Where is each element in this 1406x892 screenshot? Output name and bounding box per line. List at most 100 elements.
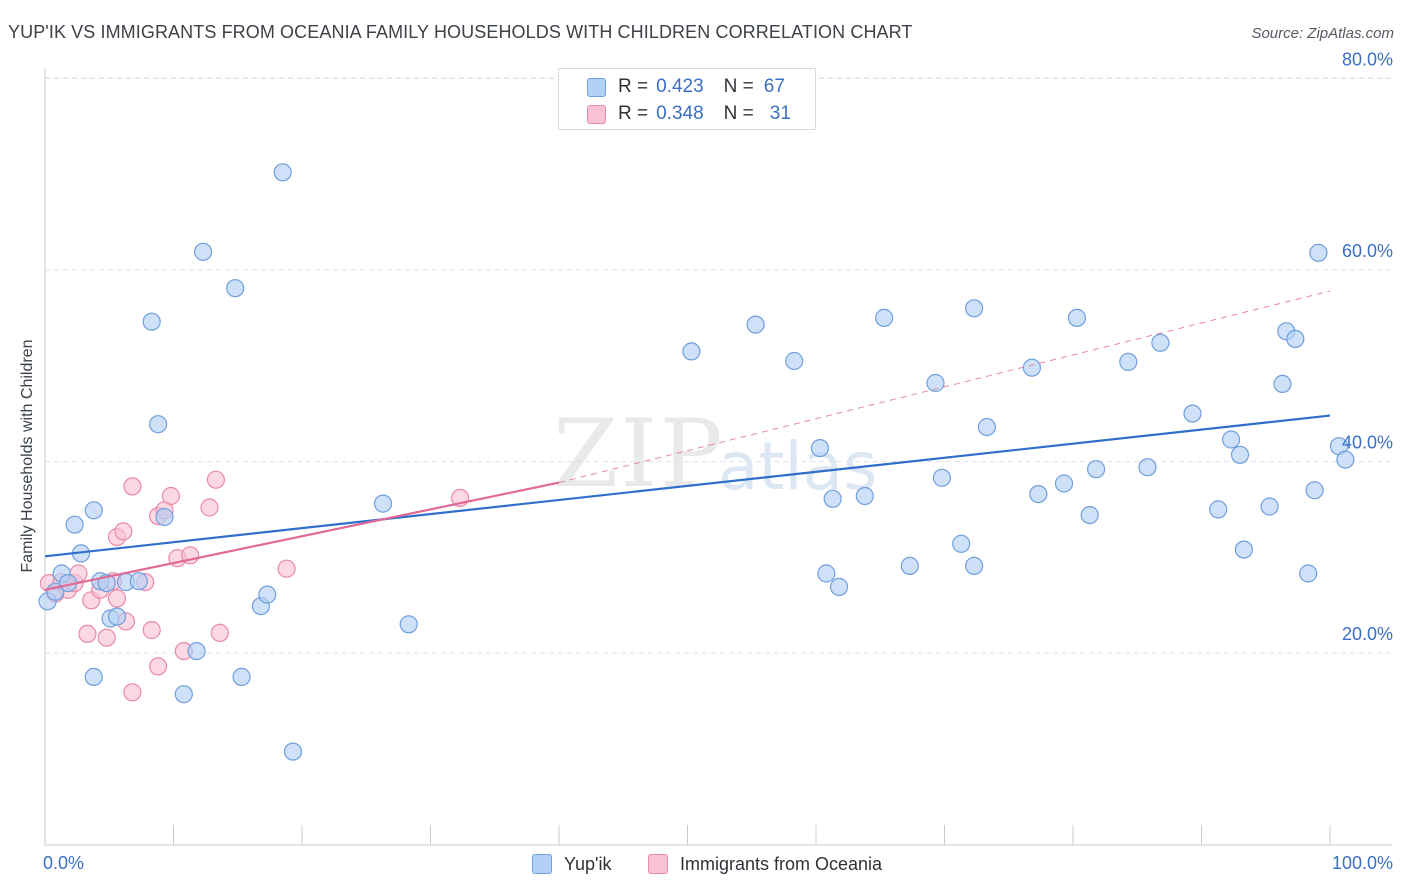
yupik-point bbox=[1230, 445, 1250, 464]
bottom-legend-label-yupik: Yup'ik bbox=[564, 853, 612, 874]
oceania-point bbox=[123, 683, 142, 702]
yupik-point bbox=[1286, 329, 1305, 348]
y-axis-title: Family Households with Children bbox=[19, 339, 36, 573]
yupik-point bbox=[1309, 243, 1328, 262]
bottom-legend-oceania: Immigrants from Oceania bbox=[648, 852, 882, 876]
y-tick-label: 80.0% bbox=[1342, 50, 1393, 70]
oceania-point bbox=[206, 470, 225, 489]
oceania-trend-extension bbox=[558, 290, 1331, 484]
oceania-point bbox=[78, 624, 97, 644]
yupik-point bbox=[1260, 497, 1279, 516]
yupik-point bbox=[142, 312, 161, 331]
yupik-point bbox=[823, 489, 842, 508]
bottom-legend-label-oceania: Immigrants from Oceania bbox=[680, 853, 883, 874]
yupik-point bbox=[1221, 430, 1241, 449]
yupik-point bbox=[1119, 352, 1138, 371]
yupik-point bbox=[1138, 458, 1157, 477]
yupik-point bbox=[232, 667, 251, 687]
source-credit: Source: ZipAtlas.com bbox=[1251, 25, 1394, 42]
yupik-point bbox=[1273, 374, 1292, 393]
legend-swatch-oceania bbox=[587, 104, 606, 124]
oceania-point bbox=[149, 657, 168, 676]
yupik-point bbox=[1299, 564, 1318, 583]
yupik-point bbox=[746, 315, 765, 334]
oceania-point bbox=[114, 522, 133, 541]
yupik-point bbox=[1080, 505, 1099, 525]
yupik-point bbox=[817, 564, 836, 583]
yupik-point bbox=[900, 556, 919, 576]
yupik-point bbox=[155, 507, 174, 527]
legend-r-value-oceania: 0.348 bbox=[656, 103, 704, 124]
x-tick-label-min: 0.0% bbox=[43, 853, 84, 873]
yupik-point bbox=[174, 685, 193, 704]
yupik-point bbox=[187, 641, 206, 661]
oceania-point bbox=[200, 498, 219, 517]
yupik-point bbox=[273, 163, 292, 182]
oceania-point bbox=[97, 628, 116, 647]
yupik-point bbox=[810, 439, 830, 458]
yupik-point bbox=[874, 308, 894, 327]
oceania-point bbox=[142, 620, 161, 640]
yupik-point bbox=[84, 501, 103, 520]
yupik-trend-line bbox=[44, 414, 1331, 558]
yupik-point bbox=[1209, 500, 1228, 519]
yupik-point bbox=[977, 417, 997, 437]
yupik-point bbox=[226, 279, 245, 298]
yupik-point bbox=[1151, 333, 1170, 352]
legend-n-label: N = bbox=[723, 103, 754, 124]
yupik-point bbox=[283, 742, 303, 761]
bottom-legend-yupik: Yup'ik bbox=[532, 852, 611, 876]
y-tick-label: 40.0% bbox=[1342, 433, 1393, 453]
yupik-point bbox=[1067, 308, 1087, 327]
oceania-point bbox=[161, 486, 180, 506]
yupik-point bbox=[1183, 404, 1202, 423]
correlation-legend: R = 0.423 N = 67 R = 0.348 N = 31 bbox=[558, 68, 816, 130]
yupik-point bbox=[149, 415, 168, 434]
legend-swatch-yupik bbox=[587, 77, 606, 97]
oceania-point bbox=[210, 623, 229, 643]
axis-layer bbox=[44, 68, 1392, 846]
yupik-point bbox=[829, 577, 849, 597]
oceania-trend-line bbox=[44, 481, 560, 591]
yupik-point bbox=[194, 242, 213, 261]
yupik-point bbox=[855, 486, 874, 506]
yupik-point bbox=[1336, 450, 1355, 469]
bottom-legend-swatch-yupik bbox=[532, 854, 552, 874]
y-tick-label: 60.0% bbox=[1342, 241, 1393, 261]
label-layer: 20.0% 40.0% 60.0% 80.0% 0.0% 100.0% bbox=[43, 50, 1393, 874]
bottom-legend-swatch-oceania bbox=[648, 854, 668, 874]
legend-n-label: N = bbox=[723, 76, 754, 97]
yupik-point bbox=[926, 373, 945, 393]
oceania-point bbox=[123, 477, 142, 496]
oceania-point bbox=[107, 589, 127, 608]
legend-r-value-yupik: 0.423 bbox=[656, 76, 704, 97]
legend-r-label: R = bbox=[618, 76, 649, 97]
watermark-atlas: atlas bbox=[718, 428, 878, 505]
yupik-point bbox=[373, 494, 393, 513]
x-tick-label-max: 100.0% bbox=[1332, 853, 1393, 873]
legend-r-label: R = bbox=[618, 103, 649, 124]
legend-row-oceania: R = 0.348 N = 31 bbox=[587, 102, 791, 126]
legend-n-value-yupik: 67 bbox=[763, 76, 785, 97]
oceania-point bbox=[277, 559, 296, 578]
yupik-point bbox=[258, 585, 277, 604]
yupik-point bbox=[1305, 481, 1324, 500]
yupik-point bbox=[964, 556, 984, 576]
yupik-point bbox=[964, 299, 984, 318]
yupik-point bbox=[65, 515, 84, 534]
yupik-point bbox=[107, 607, 127, 626]
legend-n-value-oceania: 31 bbox=[769, 103, 791, 124]
yupik-point bbox=[932, 468, 952, 487]
chart-title: YUP'IK VS IMMIGRANTS FROM OCEANIA FAMILY… bbox=[8, 22, 913, 42]
legend-row-yupik: R = 0.423 N = 67 bbox=[587, 75, 785, 99]
trend-layer bbox=[44, 290, 1331, 591]
yupik-point bbox=[1029, 485, 1048, 504]
yupik-point bbox=[129, 572, 148, 591]
yupik-point bbox=[1054, 474, 1074, 493]
grid-layer bbox=[45, 77, 1392, 654]
yupik-point bbox=[682, 342, 701, 361]
yupik-point bbox=[84, 667, 103, 687]
yupik-point bbox=[399, 615, 418, 634]
yupik-point bbox=[952, 534, 971, 553]
